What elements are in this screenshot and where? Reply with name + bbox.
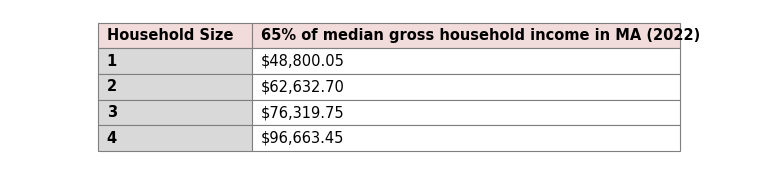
Text: 1: 1: [106, 54, 117, 69]
Text: $48,800.05: $48,800.05: [261, 54, 345, 69]
Bar: [252, 23, 680, 48]
Text: $96,663.45: $96,663.45: [261, 131, 345, 146]
Text: 65% of median gross household income in MA (2022): 65% of median gross household income in …: [261, 28, 701, 43]
Text: 2: 2: [106, 79, 117, 94]
Text: 4: 4: [106, 131, 117, 146]
Bar: [98, 100, 252, 125]
Bar: [98, 125, 252, 151]
Bar: [252, 74, 680, 100]
Text: $76,319.75: $76,319.75: [261, 105, 345, 120]
Bar: [252, 100, 680, 125]
Text: Household Size: Household Size: [106, 28, 233, 43]
Text: 3: 3: [106, 105, 117, 120]
Text: $62,632.70: $62,632.70: [261, 79, 345, 94]
Bar: [98, 74, 252, 100]
Bar: [252, 125, 680, 151]
Bar: [98, 23, 252, 48]
Bar: [252, 48, 680, 74]
Bar: [98, 48, 252, 74]
